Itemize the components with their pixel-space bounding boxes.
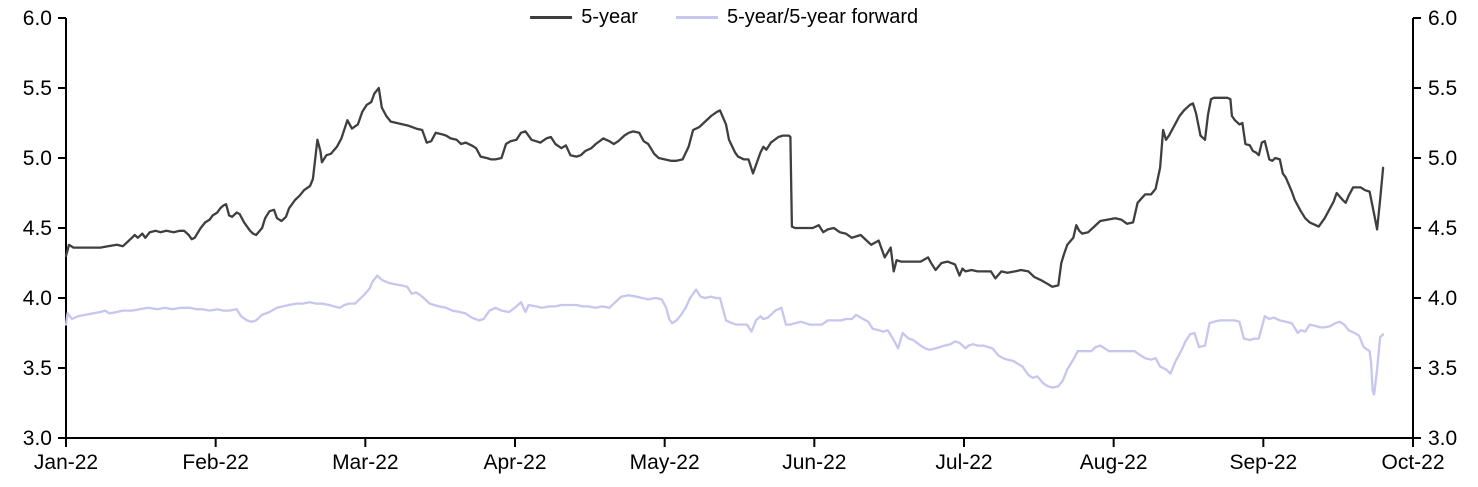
y-tick-label-left: 3.5 (23, 357, 52, 380)
y-tick-label-left: 4.5 (23, 217, 52, 240)
x-tick-label: Feb-22 (182, 451, 249, 474)
x-tick-label: Jun-22 (782, 451, 846, 474)
legend-item-5-year: 5-year (530, 6, 638, 29)
x-tick-label: Oct-22 (1381, 451, 1444, 474)
y-tick-label-right: 5.0 (1428, 147, 1457, 170)
x-tick-label: Apr-22 (483, 451, 546, 474)
y-tick-label-right: 3.0 (1428, 427, 1457, 450)
x-tick-label: Jul-22 (935, 451, 992, 474)
x-tick-label: Aug-22 (1080, 451, 1148, 474)
y-tick-label-right: 3.5 (1428, 357, 1457, 380)
y-tick-label-left: 4.0 (23, 287, 52, 310)
legend-label: 5-year (581, 6, 638, 28)
legend-item-5y5y-forward: 5-year/5-year forward (675, 6, 919, 29)
legend-line-swatch-lavender (675, 16, 718, 19)
series-line-5y5y-forward (64, 274, 1385, 396)
y-tick-label-right: 5.5 (1428, 77, 1457, 100)
series-line-5-year (64, 86, 1385, 288)
y-tick-label-left: 6.0 (23, 7, 52, 30)
x-tick-label: Mar-22 (332, 451, 399, 474)
y-tick-label-right: 6.0 (1428, 7, 1457, 30)
y-tick-label-left: 3.0 (23, 427, 52, 450)
legend-label: 5-year/5-year forward (726, 6, 919, 28)
x-tick-label: May-22 (630, 451, 700, 474)
x-tick-label: Jan-22 (34, 451, 98, 474)
y-tick-label-left: 5.5 (23, 77, 52, 100)
x-tick-label: Sep-22 (1229, 451, 1297, 474)
chart-legend: 5-year 5-year/5-year forward (530, 6, 918, 29)
y-tick-label-right: 4.5 (1428, 217, 1457, 240)
y-tick-label-left: 5.0 (23, 147, 52, 170)
legend-line-swatch-dark (530, 16, 573, 19)
y-tick-label-right: 4.0 (1428, 287, 1457, 310)
